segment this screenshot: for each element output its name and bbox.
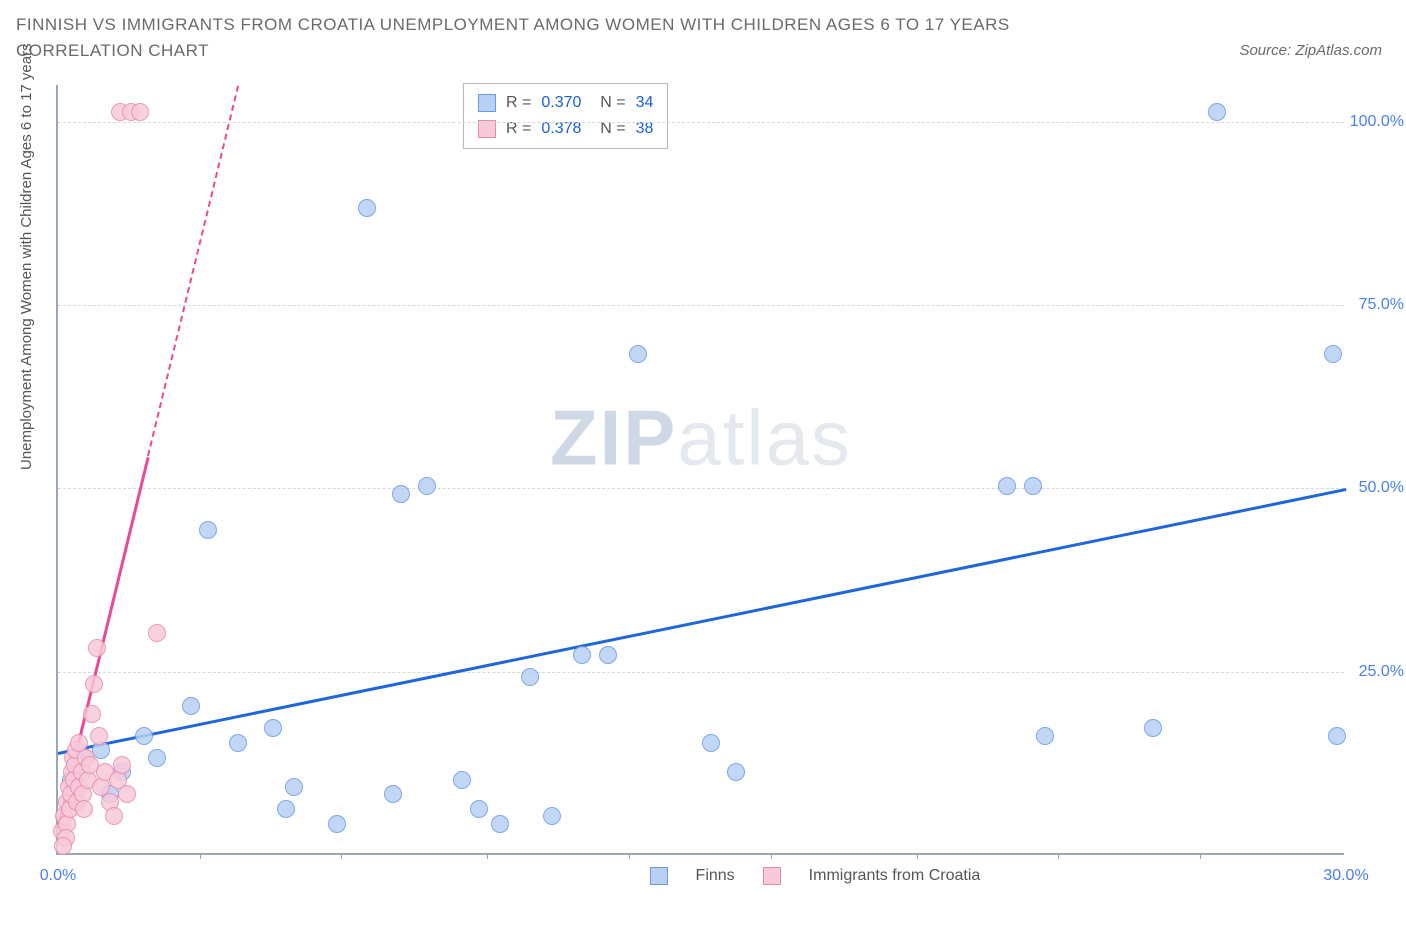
data-point <box>1144 719 1162 737</box>
stat-r-finns: 0.370 <box>541 94 581 112</box>
data-point <box>1036 727 1054 745</box>
x-tick-mark <box>1058 853 1059 859</box>
data-point <box>1024 477 1042 495</box>
data-point <box>1324 345 1342 363</box>
data-point <box>1208 103 1226 121</box>
correlation-stats-box: R = 0.370 N = 34 R = 0.378 N = 38 <box>463 83 668 149</box>
source-attribution: Source: ZipAtlas.com <box>1239 42 1382 59</box>
data-point <box>1328 727 1346 745</box>
data-point <box>131 103 149 121</box>
data-point <box>182 697 200 715</box>
data-point <box>229 734 247 752</box>
x-tick-mark <box>341 853 342 859</box>
data-point <box>88 639 106 657</box>
y-tick-label: 25.0% <box>1359 663 1404 681</box>
data-point <box>629 345 647 363</box>
data-point <box>702 734 720 752</box>
x-tick-mark <box>771 853 772 859</box>
x-tick-mark <box>629 853 630 859</box>
gridline-h <box>58 488 1344 489</box>
legend-swatch-finns <box>650 867 668 885</box>
data-point <box>54 837 72 855</box>
data-point <box>392 485 410 503</box>
data-point <box>727 763 745 781</box>
gridline-h <box>58 305 1344 306</box>
data-point <box>85 675 103 693</box>
data-point <box>75 800 93 818</box>
x-tick-mark <box>200 853 201 859</box>
trend-line <box>58 488 1347 755</box>
gridline-h <box>58 672 1344 673</box>
data-point <box>543 807 561 825</box>
data-point <box>83 705 101 723</box>
data-point <box>264 719 282 737</box>
watermark: ZIPatlas <box>550 393 852 484</box>
data-point <box>135 727 153 745</box>
stat-label-n: N = <box>591 94 625 112</box>
chart-title: FINNISH VS IMMIGRANTS FROM CROATIA UNEMP… <box>16 12 1136 63</box>
data-point <box>521 668 539 686</box>
swatch-finns <box>478 94 496 112</box>
data-point <box>105 807 123 825</box>
data-point <box>453 771 471 789</box>
data-point <box>118 785 136 803</box>
data-point <box>328 815 346 833</box>
data-point <box>148 624 166 642</box>
stats-row-finns: R = 0.370 N = 34 <box>478 90 653 116</box>
data-point <box>470 800 488 818</box>
data-point <box>148 749 166 767</box>
legend-bottom: Finns Immigrants from Croatia <box>650 867 981 885</box>
x-tick-mark <box>487 853 488 859</box>
x-tick-label: 30.0% <box>1323 867 1368 885</box>
data-point <box>113 756 131 774</box>
stat-r-croatia: 0.378 <box>541 120 581 138</box>
data-point <box>199 521 217 539</box>
x-tick-label: 0.0% <box>40 867 76 885</box>
data-point <box>277 800 295 818</box>
stats-row-croatia: R = 0.378 N = 38 <box>478 116 653 142</box>
data-point <box>998 477 1016 495</box>
data-point <box>358 199 376 217</box>
legend-label-finns: Finns <box>696 867 735 885</box>
trend-line <box>147 86 239 457</box>
swatch-croatia <box>478 120 496 138</box>
stat-label-r: R = <box>506 120 531 138</box>
watermark-zip: ZIP <box>550 394 677 482</box>
x-tick-mark <box>917 853 918 859</box>
scatter-plot-area: ZIPatlas R = 0.370 N = 34 R = 0.378 N = … <box>56 85 1344 855</box>
legend-swatch-croatia <box>763 867 781 885</box>
y-tick-label: 75.0% <box>1359 296 1404 314</box>
x-tick-mark <box>1200 853 1201 859</box>
y-tick-label: 50.0% <box>1359 479 1404 497</box>
data-point <box>90 727 108 745</box>
data-point <box>573 646 591 664</box>
stat-n-croatia: 38 <box>636 120 654 138</box>
legend-label-croatia: Immigrants from Croatia <box>809 867 981 885</box>
y-tick-label: 100.0% <box>1350 113 1404 131</box>
stat-label-n: N = <box>591 120 625 138</box>
data-point <box>491 815 509 833</box>
watermark-atlas: atlas <box>677 394 852 482</box>
data-point <box>599 646 617 664</box>
y-axis-label: Unemployment Among Women with Children A… <box>18 43 35 470</box>
stat-label-r: R = <box>506 94 531 112</box>
data-point <box>418 477 436 495</box>
stat-n-finns: 34 <box>636 94 654 112</box>
data-point <box>285 778 303 796</box>
data-point <box>384 785 402 803</box>
gridline-h <box>58 122 1344 123</box>
